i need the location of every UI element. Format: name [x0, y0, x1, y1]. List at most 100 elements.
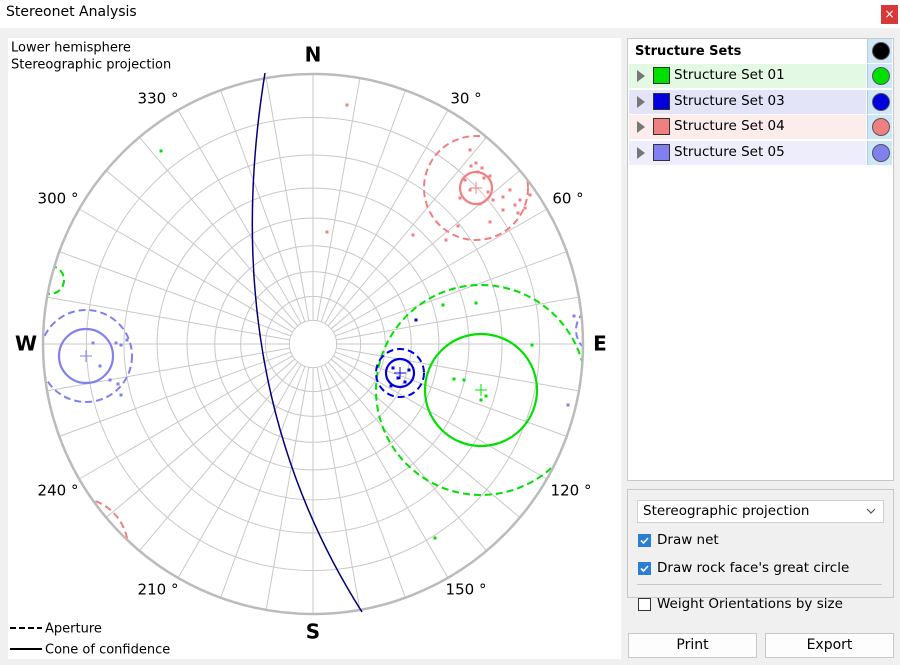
window-title: Stereonet Analysis: [6, 4, 137, 20]
pole-point: [501, 208, 505, 212]
pole-point: [391, 366, 395, 370]
pole-point: [403, 380, 407, 384]
net-radial: [265, 367, 310, 610]
pole-point: [479, 398, 483, 402]
azimuth-label: 150 °: [446, 581, 487, 599]
mean-cross: [470, 182, 482, 194]
export-button[interactable]: Export: [765, 633, 894, 658]
structure-set-list: Structure Sets Structure Set 01 Structure…: [627, 38, 894, 481]
separator: [637, 584, 882, 585]
checkbox-label[interactable]: Draw rock face's great circle: [657, 560, 850, 576]
pole-point: [98, 364, 102, 368]
pole-point: [119, 343, 123, 347]
expand-arrow[interactable]: [637, 146, 645, 159]
net-radial: [316, 367, 361, 610]
checkbox[interactable]: [638, 562, 651, 575]
confidence-cone: [384, 357, 416, 389]
azimuth-label: 30 °: [450, 90, 481, 108]
azimuth-label: 120 °: [551, 482, 592, 500]
confidence-cone: [458, 170, 494, 206]
azimuth-label: 210 °: [138, 581, 179, 599]
pole-point: [325, 230, 329, 234]
net-radial: [320, 90, 406, 322]
net-radial: [177, 109, 302, 324]
pole-point: [159, 149, 163, 153]
dropdown-arrow: [866, 508, 876, 514]
aperture-circle: [43, 265, 65, 295]
color-cell: [867, 39, 892, 63]
mean-cross: [80, 350, 92, 362]
title-bar: Stereonet Analysis ×: [0, 0, 900, 28]
net-radial: [78, 355, 293, 480]
color-dot: [872, 67, 890, 85]
color-cell[interactable]: [867, 140, 892, 165]
confidence-cone: [423, 332, 539, 448]
expand-arrow[interactable]: [637, 121, 645, 133]
azimuth-label: 330 °: [138, 90, 179, 108]
net-radial: [265, 78, 310, 321]
pole-point: [414, 318, 418, 322]
close-button[interactable]: ×: [881, 5, 898, 24]
color-cell[interactable]: [867, 89, 892, 114]
structure-set-row[interactable]: Structure Set 01: [629, 64, 866, 88]
checkbox-label[interactable]: Weight Orientations by size: [657, 596, 843, 612]
expand-arrow[interactable]: [637, 70, 645, 82]
pole-point: [462, 378, 466, 382]
pole-point: [91, 341, 95, 345]
net-radial: [333, 355, 548, 480]
pole-point: [108, 378, 112, 382]
pole-point: [566, 403, 570, 407]
pole-point: [572, 314, 576, 318]
net-radial: [316, 78, 361, 321]
color-swatch: [653, 92, 670, 110]
color-swatch: [653, 67, 670, 84]
structure-set-row[interactable]: Structure Set 04: [629, 115, 866, 139]
color-cell[interactable]: [867, 64, 892, 88]
net-radial: [333, 208, 548, 333]
color-cell[interactable]: [867, 115, 892, 139]
net-radial: [335, 351, 567, 437]
check-path: [640, 537, 649, 545]
net-radial: [324, 109, 449, 324]
pole-point: [468, 148, 472, 152]
check-path: [640, 565, 649, 573]
print-button[interactable]: Print: [628, 633, 757, 658]
pole-point: [482, 176, 486, 180]
pole-point: [480, 166, 484, 170]
checkbox[interactable]: [638, 534, 651, 547]
primitive-circle: [41, 72, 585, 616]
list-header: Structure Sets: [635, 44, 742, 59]
expand-arrow[interactable]: [637, 95, 645, 108]
checkbox[interactable]: [638, 598, 651, 611]
pole-point: [523, 206, 527, 210]
direction-label: N: [305, 43, 322, 67]
pole-point: [530, 343, 534, 347]
pole-point: [528, 193, 532, 197]
pole-point: [441, 303, 445, 307]
checkbox-label[interactable]: Draw net: [657, 532, 719, 548]
confidence-cone: [57, 327, 115, 385]
pole-point: [474, 301, 478, 305]
structure-set-row[interactable]: Structure Set 03: [629, 89, 866, 114]
sets-layer: [43, 103, 583, 599]
projection-dropdown[interactable]: Stereographic projection: [637, 500, 884, 523]
structure-set-row[interactable]: Structure Set 05: [629, 140, 866, 165]
pole-point: [396, 376, 400, 380]
pole-point: [508, 188, 512, 192]
color-dot: [872, 143, 890, 162]
check-mark: [640, 565, 649, 573]
structure-set-name: Structure Set 03: [674, 92, 785, 109]
pole-point: [518, 198, 522, 202]
net-radial: [330, 358, 521, 518]
pole-point: [474, 161, 478, 165]
net-radial: [220, 90, 306, 322]
net-circle: [288, 319, 338, 369]
pole-point: [389, 384, 393, 388]
net-radial: [336, 296, 579, 341]
pole-point: [116, 382, 120, 386]
pole-point: [463, 178, 467, 182]
mean-cross: [394, 367, 406, 379]
pole-point: [488, 220, 492, 224]
info-text: Lower hemisphere: [11, 41, 131, 56]
net-radial: [139, 136, 299, 327]
